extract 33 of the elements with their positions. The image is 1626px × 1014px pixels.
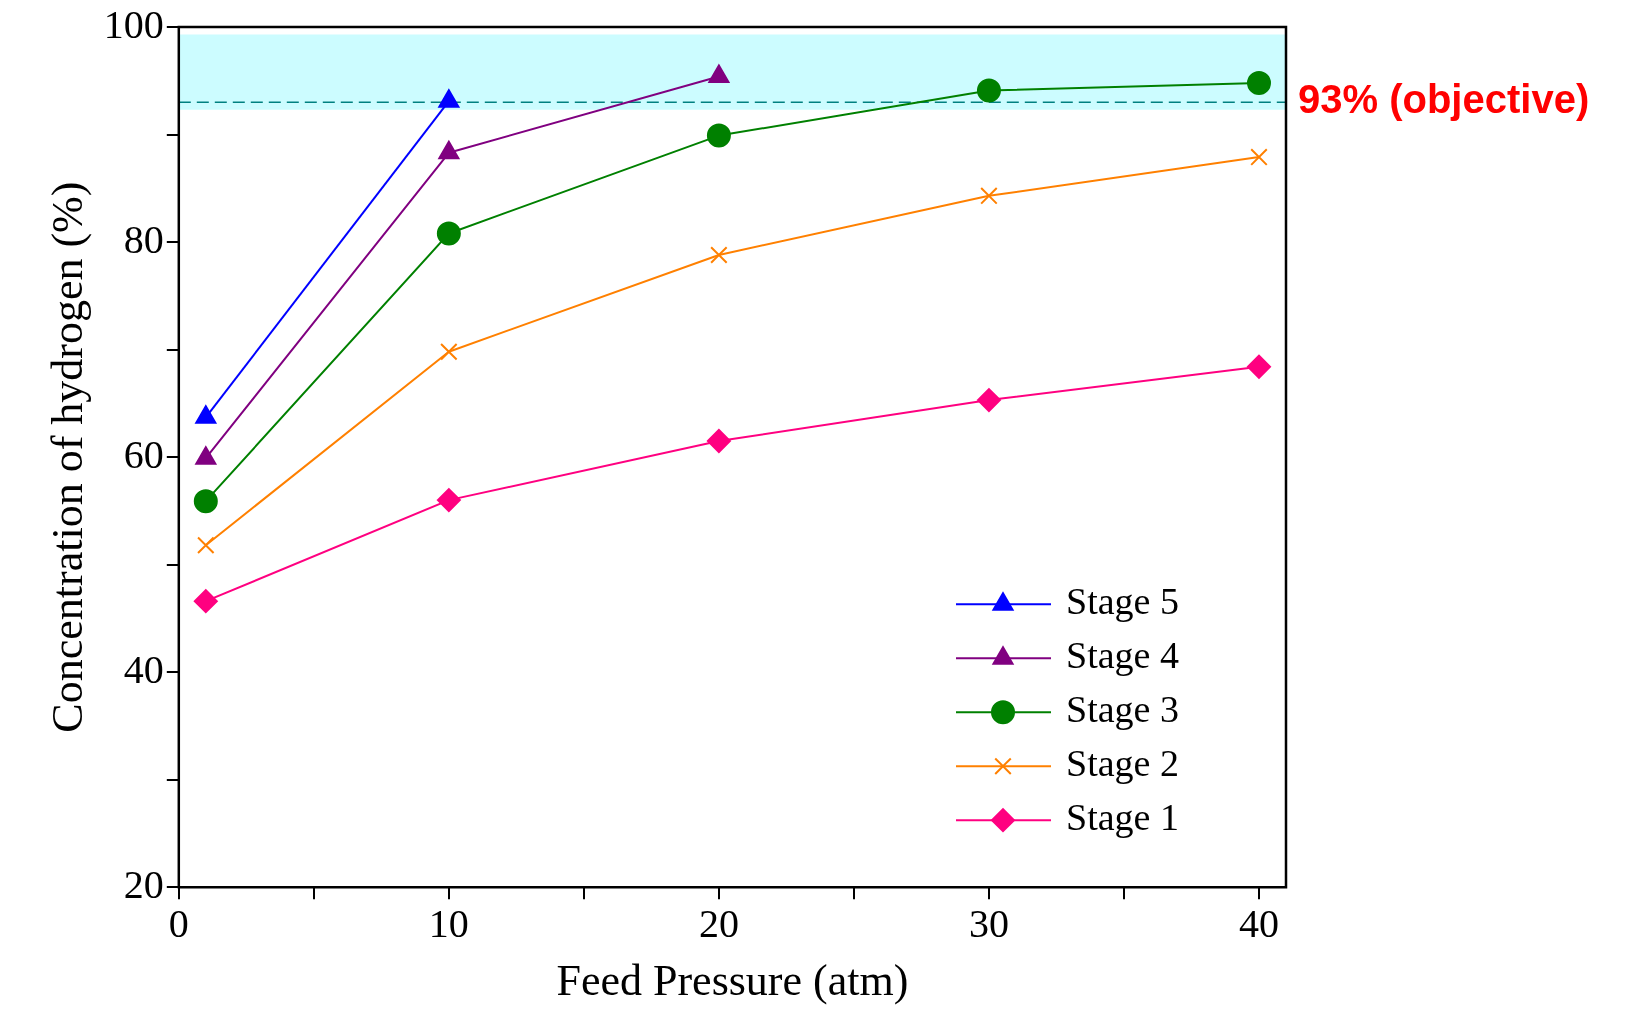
- x-tick-label: 0: [168, 900, 189, 946]
- x-tick-label: 40: [1239, 900, 1279, 946]
- point: [440, 342, 458, 361]
- legend-label: Stage 5: [1066, 580, 1179, 623]
- y-tick-label: 60: [123, 431, 164, 477]
- point: [436, 488, 461, 513]
- y-tick-label: 20: [123, 861, 164, 907]
- point: [980, 187, 998, 205]
- point: [976, 388, 1001, 413]
- legend-label: Stage 1: [1066, 796, 1179, 839]
- point: [710, 246, 728, 264]
- point: [197, 536, 215, 555]
- point: [706, 428, 731, 453]
- point: [193, 489, 218, 514]
- point: [1246, 70, 1271, 95]
- x-tick-label: 20: [698, 900, 739, 946]
- x-tick-label: 10: [428, 900, 469, 946]
- legend-label: Stage 4: [1066, 634, 1179, 677]
- legend-label: Stage 2: [1066, 742, 1179, 785]
- y-tick-label: 80: [123, 216, 164, 262]
- ref-line-label: 93% (objective): [1298, 77, 1590, 122]
- x-axis-title: Feed Pressure (atm): [556, 956, 909, 1006]
- legend-label: Stage 3: [1066, 688, 1179, 731]
- point: [193, 589, 218, 614]
- point: [1250, 148, 1268, 166]
- y-axis-title: Concentration of hydrogen (%): [42, 181, 92, 733]
- point: [976, 78, 1001, 103]
- point: [706, 123, 731, 148]
- y-tick-label: 40: [123, 646, 164, 692]
- point: [436, 221, 461, 246]
- point: [1246, 354, 1271, 379]
- y-tick-label: 100: [103, 1, 164, 47]
- x-tick-label: 30: [968, 900, 1009, 946]
